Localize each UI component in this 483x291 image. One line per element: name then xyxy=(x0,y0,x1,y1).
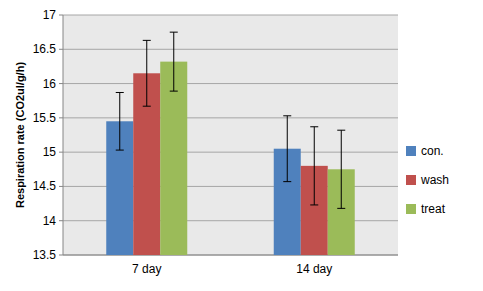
error-cap xyxy=(337,208,345,209)
grid-line xyxy=(63,15,398,16)
error-cap xyxy=(283,181,291,182)
tick-mark xyxy=(59,117,63,118)
error-cap xyxy=(310,126,318,127)
error-cap xyxy=(143,106,151,107)
error-bar xyxy=(170,32,178,91)
error-cap xyxy=(116,150,124,151)
error-bar xyxy=(143,40,151,106)
error-cap xyxy=(170,91,178,92)
y-axis xyxy=(63,15,64,255)
error-line xyxy=(341,130,342,208)
grid-line xyxy=(63,117,398,118)
legend-label: con. xyxy=(421,144,444,158)
error-line xyxy=(173,32,174,91)
tick-label: 14.5 xyxy=(33,179,57,193)
tick-label: 14 xyxy=(43,214,57,228)
tick-mark xyxy=(59,15,63,16)
error-cap xyxy=(310,204,318,205)
tick-label: 13.5 xyxy=(33,248,57,262)
category-label: 7 day xyxy=(132,262,161,276)
error-bar xyxy=(310,127,318,205)
legend-label: treat xyxy=(421,202,446,216)
error-cap xyxy=(116,92,124,93)
error-bar xyxy=(116,92,124,150)
tick-mark xyxy=(59,152,63,153)
plot-area xyxy=(63,15,398,255)
grid-line xyxy=(63,49,398,50)
tick-mark xyxy=(59,255,63,256)
tick-mark xyxy=(59,186,63,187)
chart: 13.5 14 14.5 15 15.5 16 16.5 17 7 day 14 day Respi… xyxy=(0,0,483,291)
error-cap xyxy=(170,32,178,33)
error-line xyxy=(287,116,288,182)
tick-mark xyxy=(59,220,63,221)
category-label: 14 day xyxy=(296,262,332,276)
tick-mark xyxy=(59,83,63,84)
error-cap xyxy=(283,115,291,116)
legend-label: wash xyxy=(420,173,449,187)
bars xyxy=(106,32,355,255)
bar xyxy=(160,62,187,255)
legend-swatch xyxy=(406,175,416,185)
legend-swatch xyxy=(406,204,416,214)
overlay: 7 day 14 day Respiration rate (CO2ul/g/h) xyxy=(14,62,332,276)
error-line xyxy=(146,40,147,106)
tick-label: 16.5 xyxy=(33,42,57,56)
tick-label: 15 xyxy=(43,145,57,159)
tick-label: 15.5 xyxy=(33,111,57,125)
error-line xyxy=(314,127,315,205)
error-cap xyxy=(143,40,151,41)
grid-line xyxy=(63,83,398,84)
error-bar xyxy=(283,116,291,182)
legend: con. wash treat xyxy=(406,144,449,216)
error-cap xyxy=(337,130,345,131)
legend-swatch xyxy=(406,146,416,156)
error-line xyxy=(119,92,120,150)
error-bar xyxy=(337,130,345,208)
tick-label: 16 xyxy=(43,77,57,91)
tick-label: 17 xyxy=(43,8,57,22)
y-axis-label: Respiration rate (CO2ul/g/h) xyxy=(14,62,26,208)
tick-mark xyxy=(59,49,63,50)
